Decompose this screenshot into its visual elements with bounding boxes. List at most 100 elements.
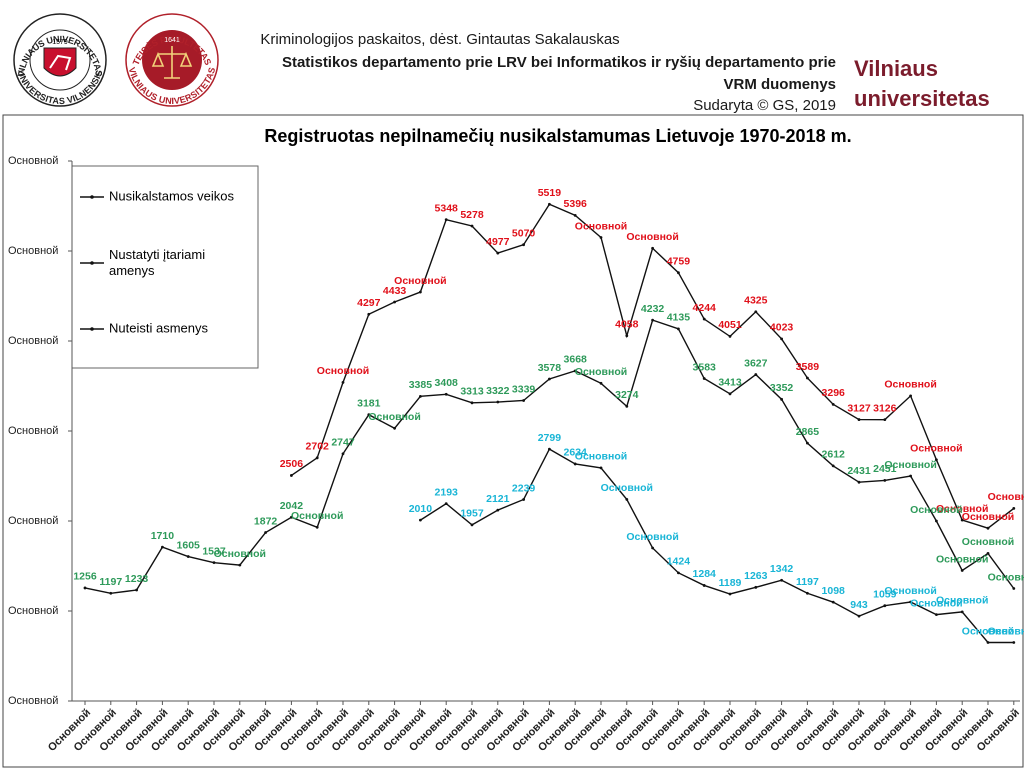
- point: [960, 518, 964, 522]
- data-label: 4433: [383, 285, 407, 297]
- data-label: 2121: [486, 493, 510, 505]
- point: [780, 397, 783, 401]
- chart-title: Registruotas nepilnamečių nusikalstamuma…: [264, 126, 851, 146]
- data-label: 1424: [667, 556, 691, 568]
- data-label: 3296: [822, 387, 846, 399]
- data-label: 5278: [460, 209, 484, 221]
- data-label: 2702: [306, 441, 330, 453]
- brand: Vilniaus: [854, 56, 938, 81]
- point: [857, 480, 861, 484]
- point: [754, 310, 758, 314]
- data-label: 5519: [538, 187, 562, 199]
- data-label: 2042: [280, 500, 304, 512]
- y-tick-label: Основной: [8, 515, 58, 527]
- point: [909, 394, 912, 398]
- point: [1012, 507, 1016, 510]
- logo-vu: VILNIAUS UNIVERSITETAS UNIVERSITAS VILNE…: [13, 13, 107, 107]
- data-label: 1537: [202, 545, 226, 557]
- point: [909, 474, 912, 478]
- point: [651, 546, 654, 550]
- data-label: 4135: [667, 312, 691, 324]
- data-label: Основной: [884, 585, 936, 597]
- data-label: 3385: [409, 379, 433, 391]
- data-label: 4297: [357, 297, 381, 309]
- data-label: 3339: [512, 383, 536, 395]
- data-label: 1197: [99, 576, 122, 588]
- point: [470, 401, 474, 405]
- point: [264, 531, 267, 534]
- data-label: Основной: [988, 625, 1024, 637]
- data-label: 5070: [512, 227, 536, 239]
- point: [548, 202, 551, 206]
- y-tick-label: Основной: [8, 425, 58, 437]
- data-label: 3668: [564, 354, 588, 366]
- brand: universitetas: [854, 86, 990, 111]
- data-label: 5396: [564, 198, 588, 210]
- point: [883, 479, 887, 482]
- point: [212, 561, 216, 565]
- point: [806, 441, 809, 445]
- data-label: Основной: [910, 443, 962, 455]
- point: [135, 588, 139, 592]
- data-label: 3274: [615, 389, 639, 401]
- data-label: Основной: [394, 275, 446, 287]
- point: [806, 591, 809, 595]
- point: [677, 327, 680, 331]
- point: [780, 578, 783, 582]
- data-label: 2865: [796, 426, 820, 438]
- point: [573, 213, 577, 217]
- point: [599, 381, 603, 385]
- point: [754, 585, 758, 589]
- point: [573, 369, 577, 373]
- data-label: Основной: [368, 411, 420, 423]
- y-tick-label: Основной: [8, 605, 58, 617]
- data-label: 2634: [564, 447, 588, 459]
- point: [728, 335, 732, 338]
- data-label: Основной: [936, 503, 988, 515]
- data-label: Основной: [910, 504, 962, 516]
- point: [419, 290, 422, 294]
- point: [161, 545, 164, 549]
- point: [857, 418, 861, 421]
- point: [935, 458, 938, 462]
- data-label: 1098: [822, 585, 846, 597]
- data-label: 4977: [486, 236, 510, 248]
- data-label: 2799: [538, 432, 562, 444]
- point: [702, 584, 706, 587]
- data-label: 1605: [177, 539, 201, 551]
- data-label: 2451: [873, 463, 897, 475]
- data-label: 3627: [744, 357, 768, 369]
- point: [315, 456, 319, 460]
- data-label: 1256: [73, 571, 97, 583]
- point: [677, 571, 680, 575]
- point: [393, 426, 396, 430]
- data-label: 2239: [512, 482, 536, 494]
- data-label: 3589: [796, 361, 820, 373]
- point: [1012, 587, 1016, 590]
- data-label: Основной: [317, 365, 369, 377]
- legend-marker: [90, 195, 94, 199]
- legend-marker: [90, 261, 94, 265]
- point: [522, 243, 525, 247]
- point: [780, 337, 783, 341]
- data-label: Основной: [575, 366, 627, 378]
- point: [960, 569, 964, 572]
- point: [806, 376, 809, 380]
- data-label: 2612: [822, 449, 846, 461]
- point: [341, 381, 345, 384]
- logo-tf: TEISĖS FAKULTETAS VILNIAUS UNIVERSITETAS…: [125, 13, 219, 107]
- point: [548, 447, 551, 451]
- point: [522, 399, 525, 402]
- data-label: 4023: [770, 322, 794, 334]
- data-label: Основной: [884, 459, 936, 471]
- data-label: 1197: [796, 576, 819, 588]
- data-label: Основной: [936, 595, 988, 607]
- point: [702, 377, 706, 380]
- point: [496, 508, 500, 512]
- data-label: 2747: [331, 437, 355, 449]
- data-label: 1059: [873, 588, 897, 600]
- data-label: 3322: [486, 385, 510, 397]
- data-label: 1189: [719, 577, 742, 589]
- point: [83, 586, 87, 590]
- point: [290, 515, 293, 519]
